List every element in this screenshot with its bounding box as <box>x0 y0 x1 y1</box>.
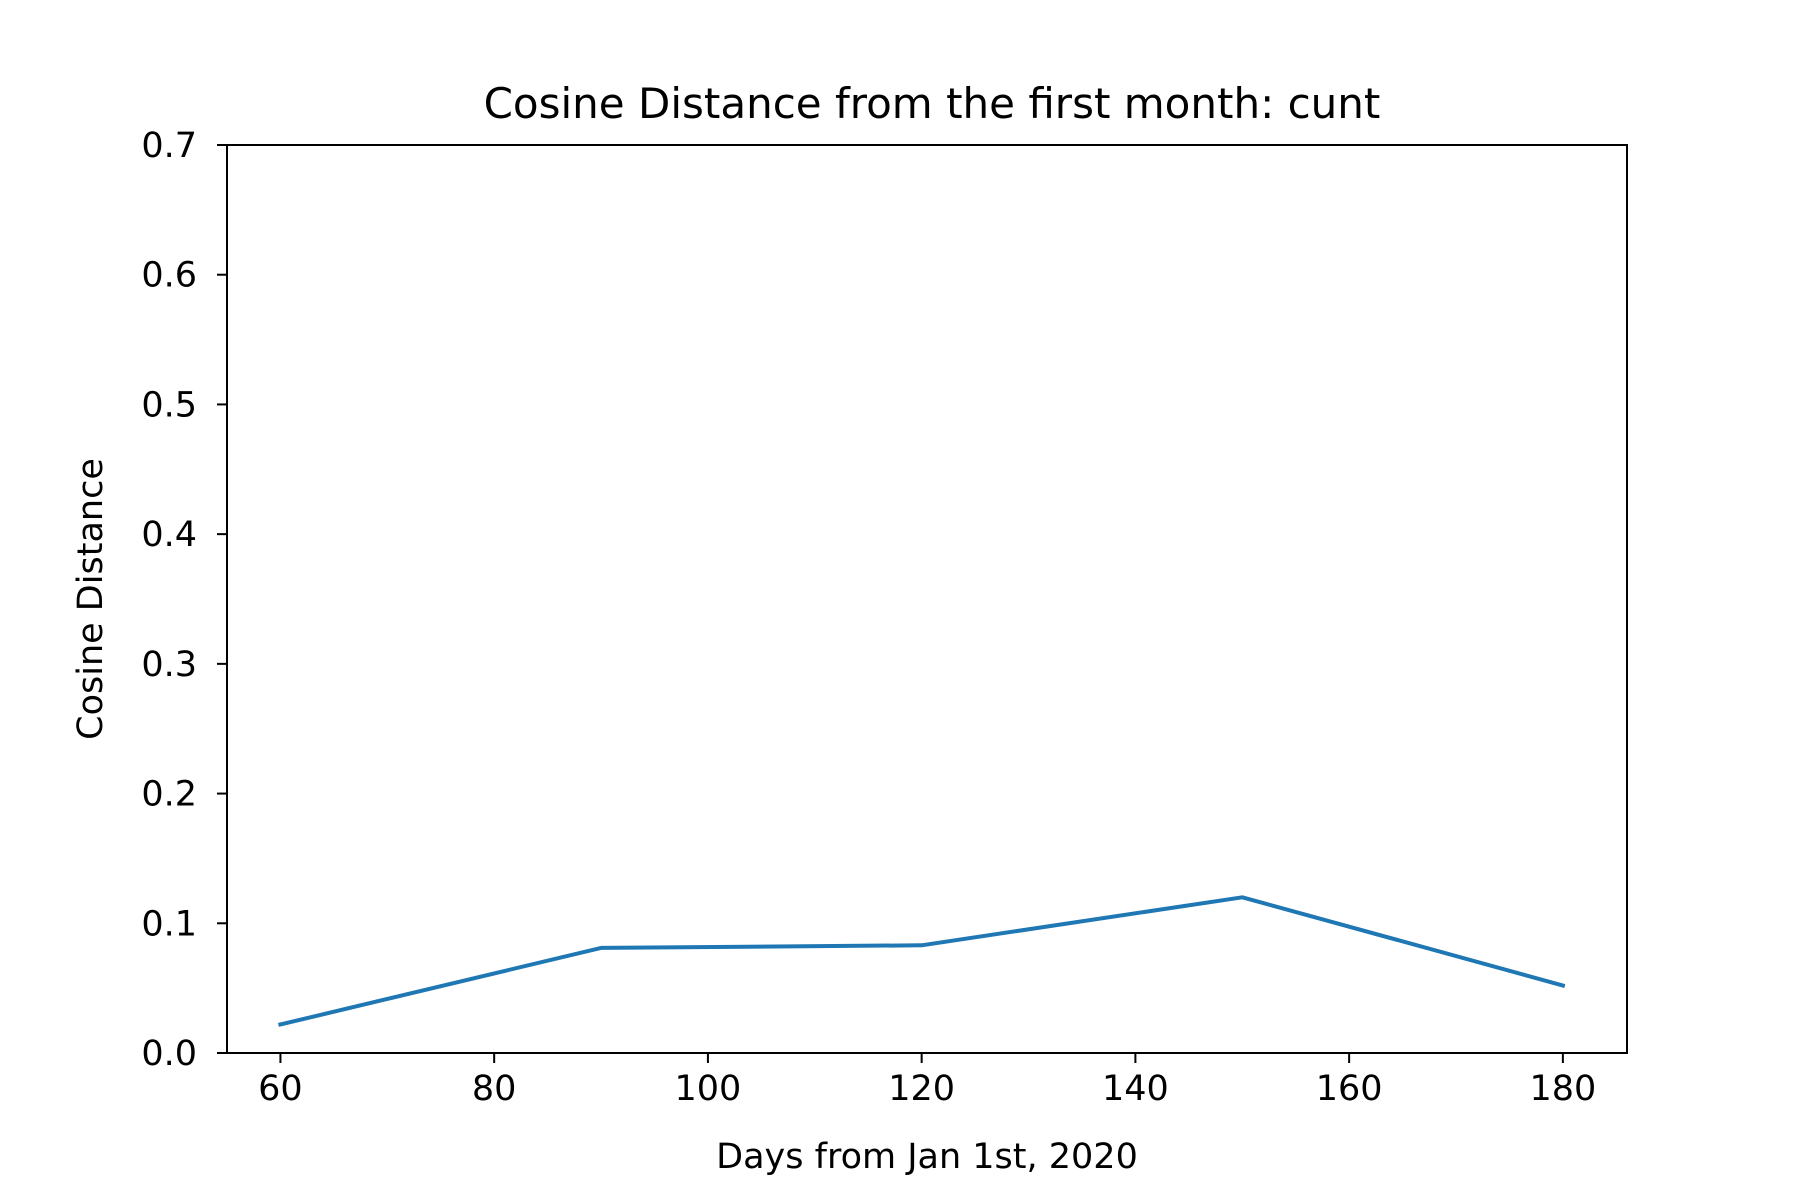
chart-title: Cosine Distance from the first month: cu… <box>484 79 1381 128</box>
x-tick-label: 140 <box>1102 1069 1169 1109</box>
x-axis-ticks: 60 80 100 120 140 160 180 <box>258 1053 1596 1109</box>
x-tick-label: 160 <box>1316 1069 1383 1109</box>
plot-frame <box>226 144 1628 1054</box>
series-layer <box>277 895 1566 1027</box>
series-line <box>277 895 1566 1027</box>
x-tick-label: 60 <box>258 1069 303 1109</box>
plot-area <box>226 144 1628 1054</box>
y-tick-label: 0.5 <box>141 385 197 425</box>
y-tick-label: 0.7 <box>141 126 197 166</box>
y-axis-label: Cosine Distance <box>71 458 111 740</box>
y-axis-ticks: 0.0 0.1 0.2 0.3 0.4 0.5 0.6 0.7 <box>141 126 227 1074</box>
y-tick-label: 0.4 <box>141 515 197 555</box>
y-tick-label: 0.6 <box>141 256 197 296</box>
y-tick-label: 0.1 <box>141 904 197 944</box>
y-tick-label: 0.0 <box>141 1034 197 1074</box>
x-tick-label: 80 <box>472 1069 517 1109</box>
x-axis-label: Days from Jan 1st, 2020 <box>716 1137 1138 1177</box>
x-tick-label: 100 <box>675 1069 742 1109</box>
x-tick-label: 120 <box>888 1069 955 1109</box>
x-tick-label: 180 <box>1529 1069 1596 1109</box>
y-tick-label: 0.2 <box>141 775 197 815</box>
y-tick-label: 0.3 <box>141 645 197 685</box>
